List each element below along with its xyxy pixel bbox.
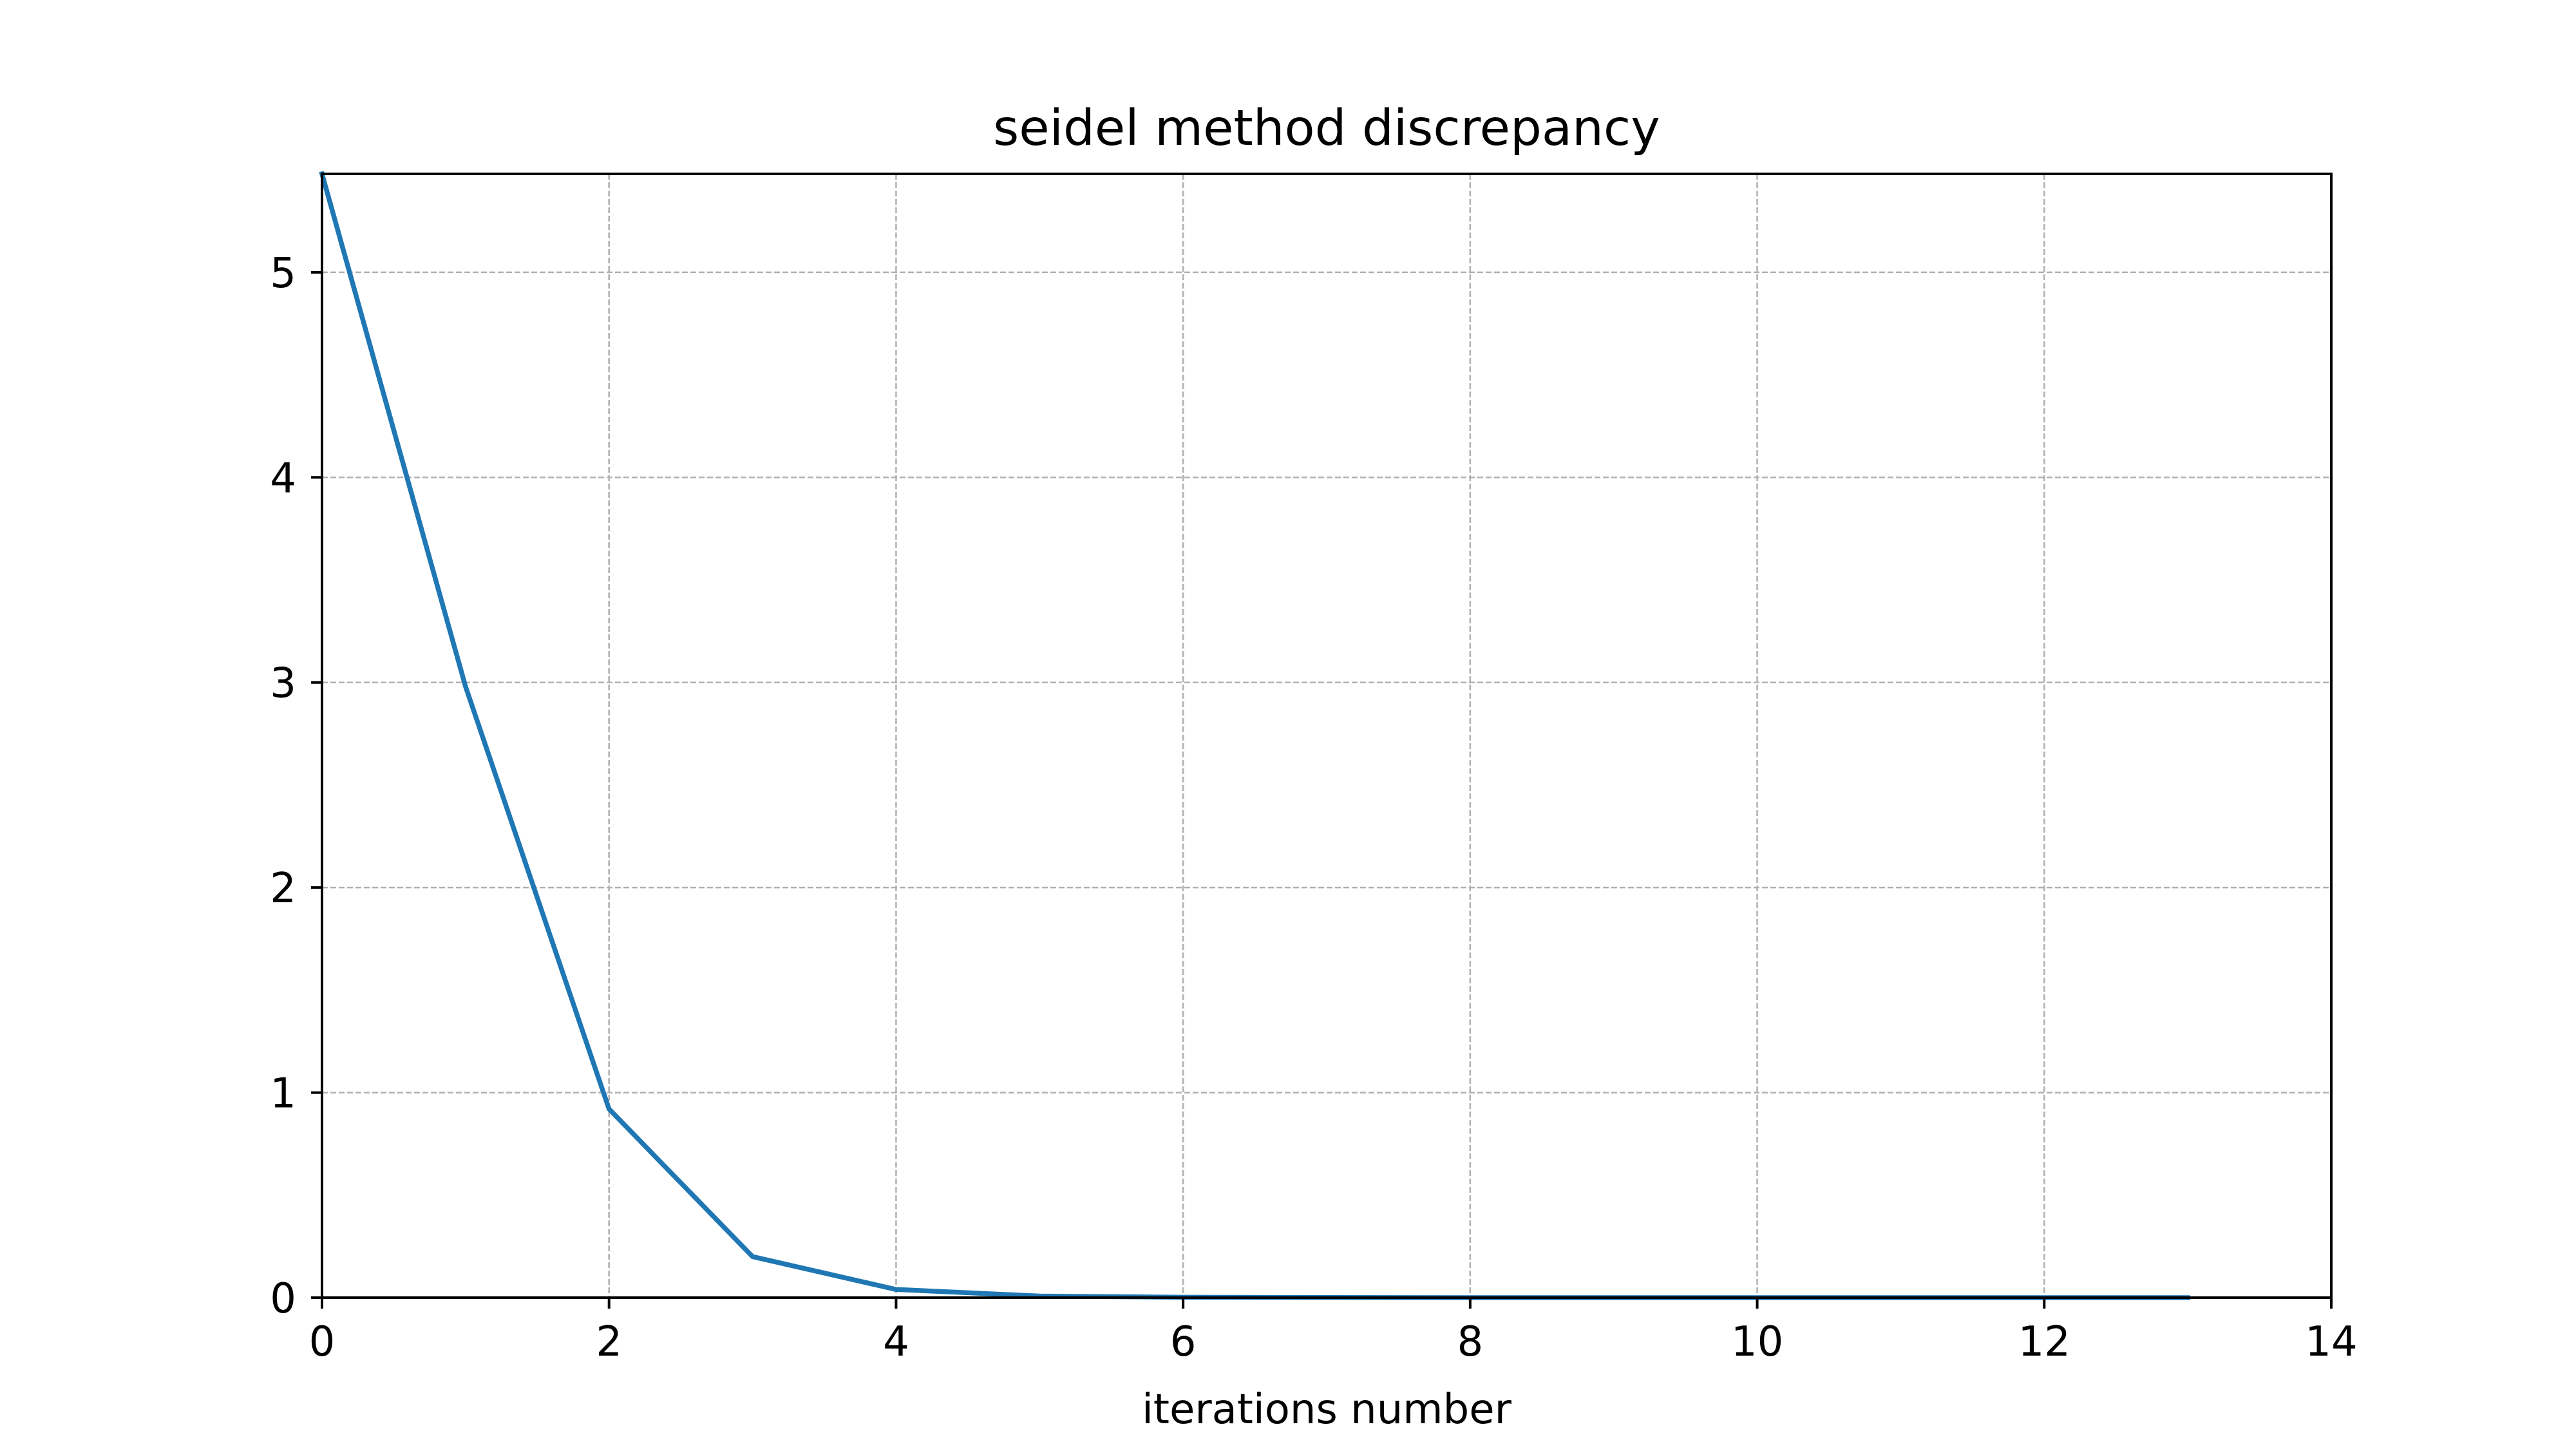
x-tick-label: 10: [1731, 1318, 1783, 1366]
y-tick-label: 2: [270, 865, 296, 913]
grid: [322, 174, 2331, 1298]
y-tick-label: 3: [270, 660, 296, 708]
y-tick-label: 4: [270, 455, 296, 502]
x-tick-label: 8: [1457, 1318, 1483, 1366]
y-tick-label: 5: [270, 250, 296, 298]
y-tick-label: 0: [270, 1275, 296, 1323]
x-tick-label: 6: [1170, 1318, 1197, 1366]
x-tick-label: 14: [2305, 1318, 2357, 1366]
x-tick-label: 0: [309, 1318, 336, 1366]
x-axis-label: iterations number: [1142, 1386, 1512, 1434]
chart-title: seidel method discrepancy: [993, 100, 1660, 157]
plot-frame: [321, 173, 2333, 1299]
x-tick-label: 2: [596, 1318, 622, 1366]
y-tick-label: 1: [270, 1070, 296, 1118]
x-tick-label: 12: [2018, 1318, 2070, 1366]
x-tick-label: 4: [883, 1318, 909, 1366]
